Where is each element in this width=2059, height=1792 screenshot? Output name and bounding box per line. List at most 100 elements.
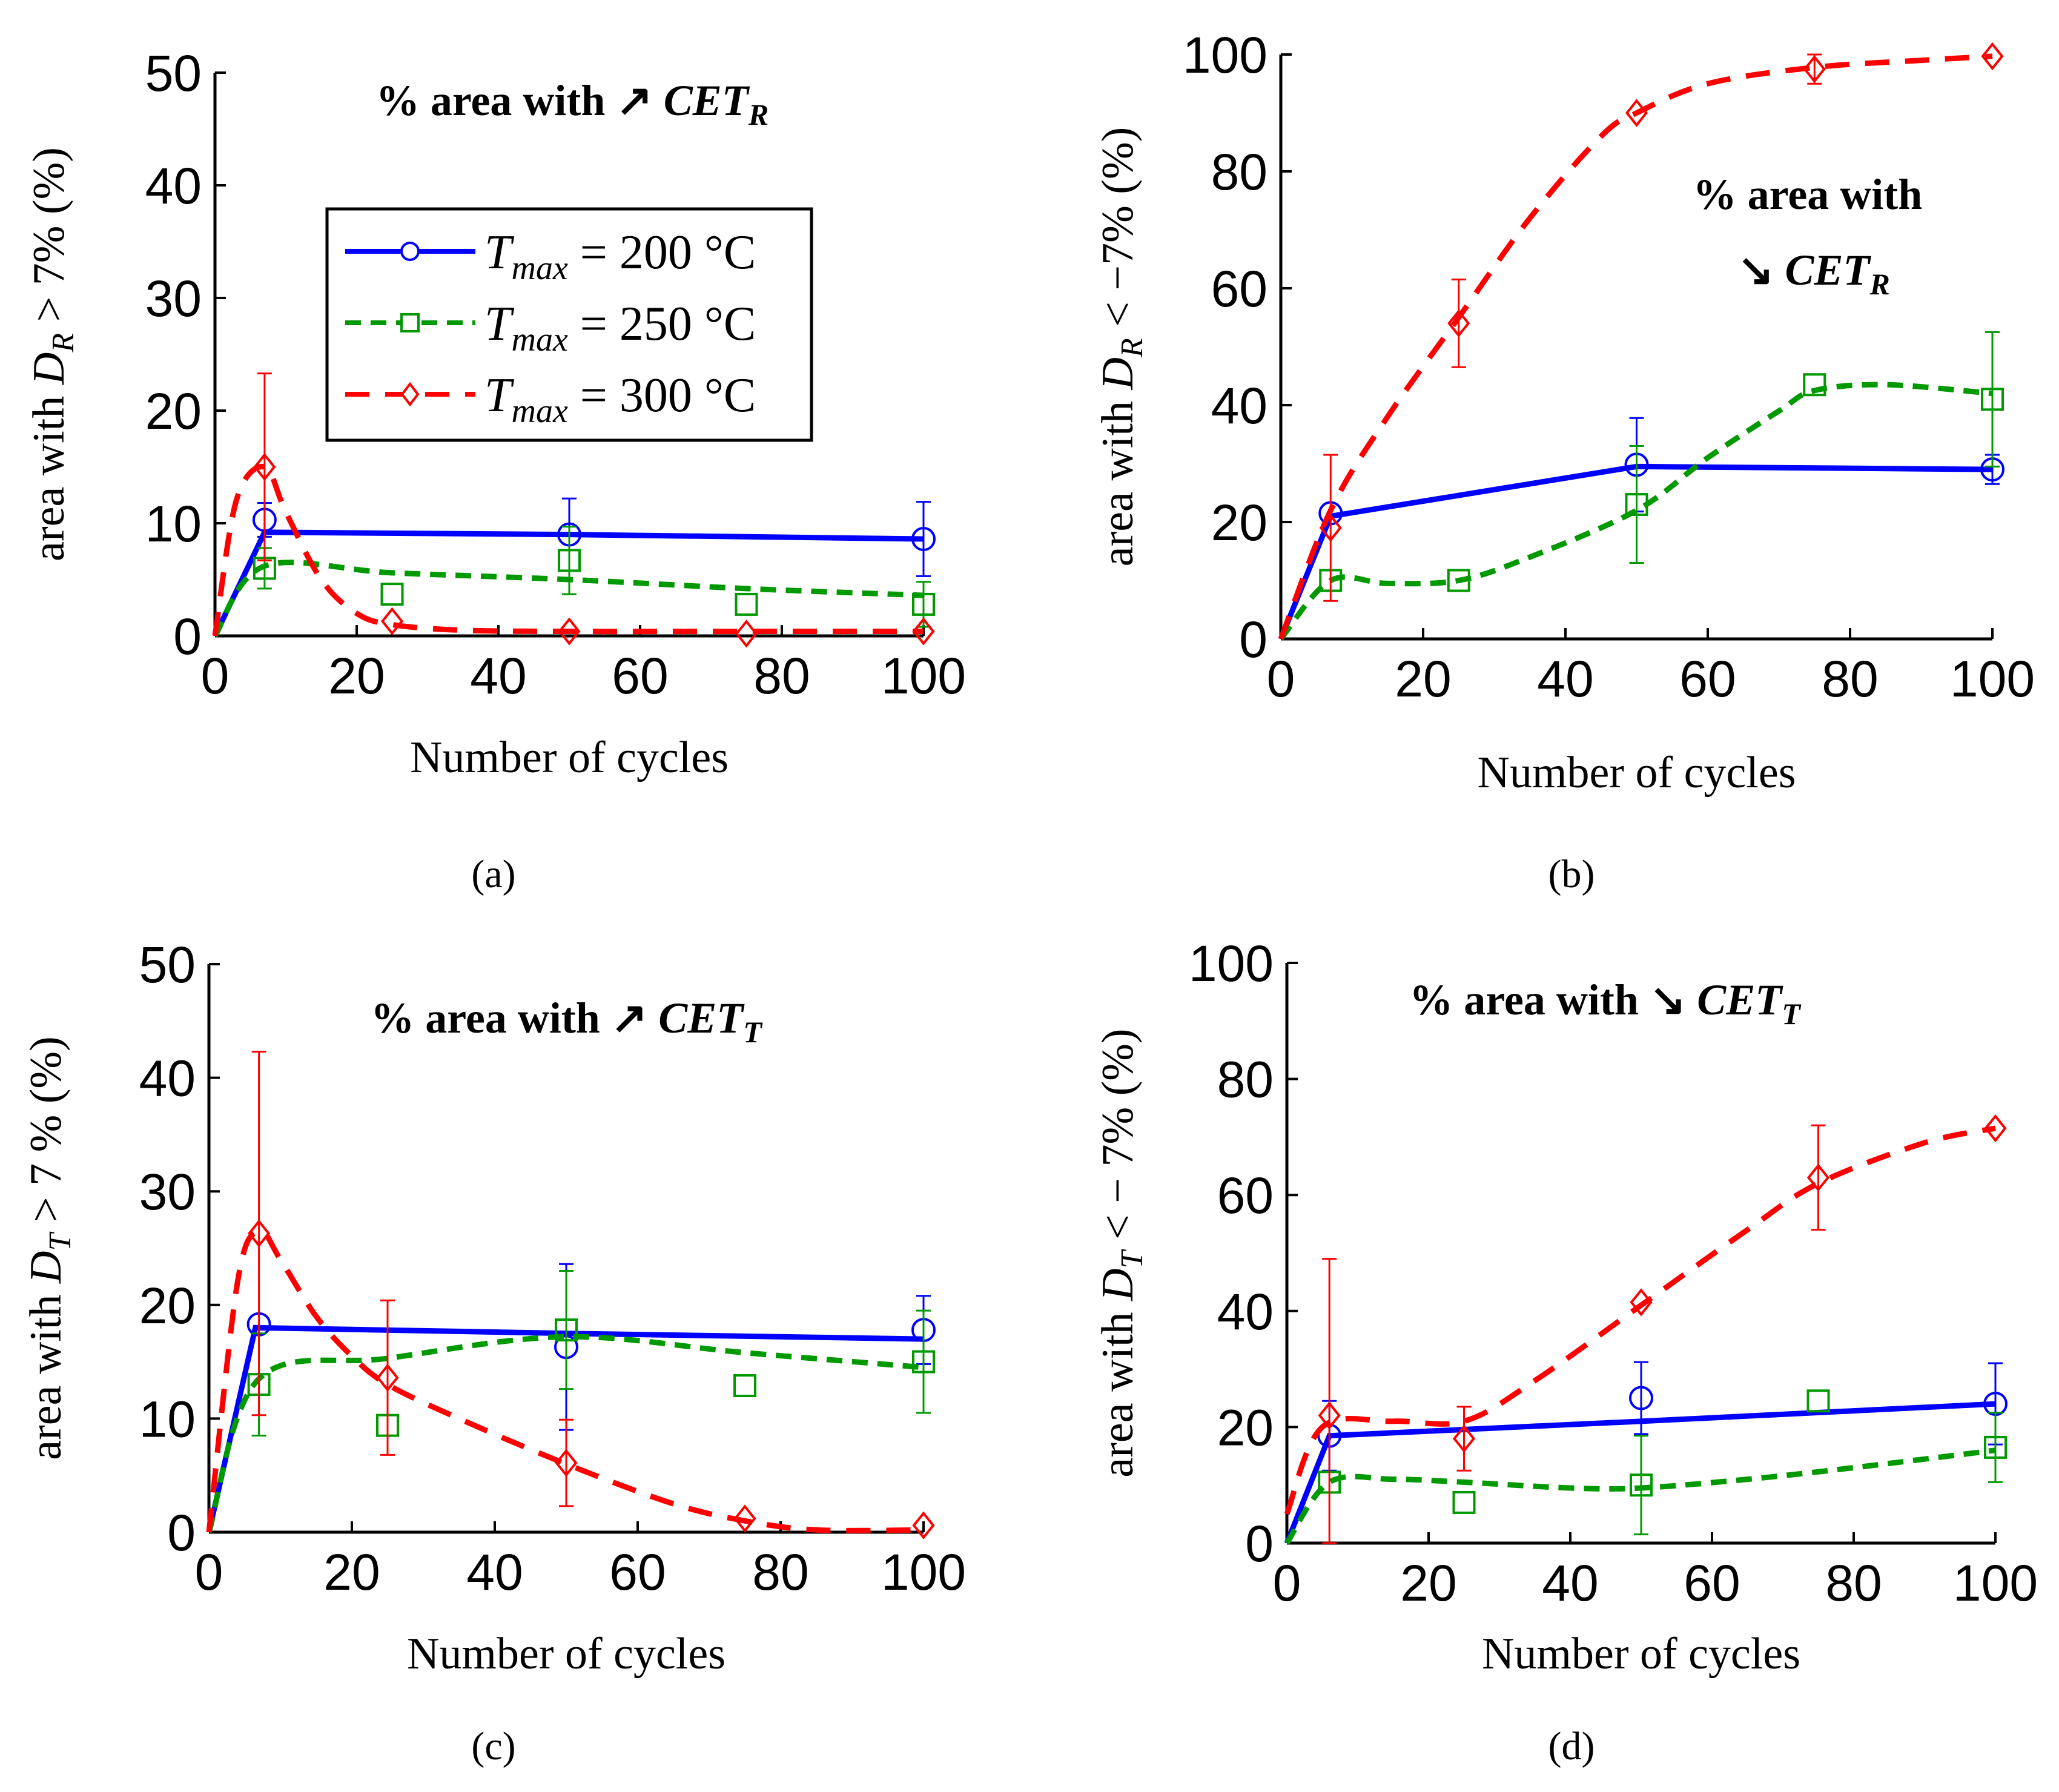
x-tick-label: 60 (609, 1544, 666, 1601)
data-point (735, 592, 758, 616)
data-point (1803, 55, 1826, 84)
panel-title-line2: ↘ CETR (1737, 246, 1890, 301)
y-tick-label: 10 (139, 1390, 196, 1447)
y-tick-label: 40 (1217, 1283, 1274, 1340)
y-tick-label: 0 (173, 608, 202, 665)
x-tick-label: 0 (195, 1544, 223, 1601)
series-line (1284, 1401, 1996, 1544)
legend-label: Tmax = 300 °C (484, 369, 756, 430)
series-2 (1284, 1389, 2007, 1545)
x-tick-label: 100 (881, 1544, 966, 1601)
x-tick-label: 100 (1950, 650, 2035, 707)
data-point (1319, 514, 1342, 542)
x-tick-label: 20 (323, 1544, 380, 1601)
panel-label: (d) (1548, 1724, 1595, 1768)
panel-c: 0 20 40 60 80 100 0 10 20 30 40 50 Number of cycles a… (21, 936, 966, 1768)
series-3 (206, 1050, 935, 1539)
x-tick-label: 80 (1825, 1555, 1882, 1612)
legend-entry-2: Tmax = 250 °C (345, 297, 756, 359)
x-tick-label: 0 (1267, 650, 1295, 707)
data-point (1981, 388, 2004, 411)
legend-entry-1: Tmax = 200 °C (345, 226, 756, 287)
x-axis-label: Number of cycles (1482, 1629, 1800, 1679)
data-point (1625, 493, 1648, 517)
series-line (1284, 1125, 1996, 1515)
data-point (380, 583, 404, 606)
y-tick-label: 20 (145, 383, 202, 440)
y-tick-label: 0 (167, 1504, 196, 1561)
x-axis-label: Number of cycles (1477, 748, 1796, 798)
data-point (733, 1374, 756, 1397)
y-tick-label: 40 (139, 1050, 196, 1107)
data-point (1981, 42, 2004, 71)
panel-b: 0 20 40 60 80 100 0 20 40 60 80 100 Number of cycles… (1093, 27, 2035, 896)
y-tick-label: 0 (1239, 611, 1267, 668)
legend-marker (400, 382, 420, 407)
data-point (1625, 99, 1648, 127)
series-3 (1284, 1114, 2007, 1544)
y-tick-label: 100 (1189, 935, 1274, 992)
panel-a: 0 20 40 60 80 100 0 10 20 30 40 50 Number of cycles a… (24, 45, 966, 896)
y-tick-label: 20 (1217, 1399, 1274, 1456)
y-tick-label: 20 (1211, 494, 1267, 551)
series-3 (1278, 42, 2004, 640)
data-point (1806, 1163, 1830, 1192)
data-point (253, 452, 276, 481)
data-point (1984, 1435, 2007, 1459)
panel-title: % area with ↗ CETR (376, 76, 768, 131)
legend-marker (400, 313, 420, 332)
x-tick-label: 80 (752, 1544, 808, 1601)
panel-d: 0 20 40 60 80 100 0 20 40 60 80 100 Number of cycles… (1093, 935, 2038, 1768)
series-line (1284, 1447, 1996, 1545)
series-line (1278, 53, 1993, 640)
data-point (1447, 309, 1470, 338)
series-line (212, 464, 924, 636)
y-axis-label: area with DT < − 7% (%) (1093, 1028, 1149, 1477)
legend-entry-3: Tmax = 300 °C (345, 369, 756, 430)
data-point (555, 1449, 578, 1477)
panel-title: % area with (1693, 170, 1923, 219)
panel-title: % area with ↗ CETT (371, 994, 763, 1049)
data-point (380, 607, 404, 636)
y-tick-label: 60 (1217, 1167, 1274, 1224)
x-tick-label: 60 (612, 647, 668, 704)
y-tick-label: 60 (1211, 260, 1267, 317)
panel-title: % area with ↘ CETT (1409, 976, 1802, 1031)
panel-label: (c) (471, 1724, 515, 1768)
data-point (912, 1350, 935, 1374)
y-tick-label: 80 (1217, 1051, 1274, 1108)
x-tick-label: 20 (1395, 650, 1451, 707)
x-tick-label: 40 (470, 647, 526, 704)
x-tick-label: 100 (881, 647, 966, 704)
data-point (1630, 1288, 1653, 1317)
x-tick-label: 80 (1822, 650, 1878, 707)
series-line (206, 1228, 924, 1533)
y-axis-label: area with DR < −7% (%) (1093, 127, 1149, 567)
legend: Tmax = 200 °C Tmax = 250 °C Tmax = 300 °C (325, 207, 813, 442)
x-tick-label: 20 (328, 647, 385, 704)
series-3 (212, 372, 935, 648)
data-point (1447, 569, 1470, 592)
x-tick-label: 40 (466, 1544, 523, 1601)
data-point (912, 1511, 935, 1539)
data-point (911, 527, 936, 552)
x-axis-label: Number of cycles (410, 733, 729, 782)
data-point (1318, 1401, 1341, 1430)
y-tick-label: 0 (1245, 1515, 1274, 1572)
series-line (1278, 382, 1993, 641)
data-point (1984, 1114, 2007, 1143)
data-point (735, 620, 758, 648)
y-tick-label: 40 (145, 157, 202, 214)
data-point (1803, 373, 1826, 397)
x-tick-label: 40 (1537, 650, 1593, 707)
x-tick-label: 60 (1684, 1555, 1740, 1612)
y-tick-label: 10 (145, 495, 202, 552)
x-tick-label: 20 (1400, 1555, 1456, 1612)
y-tick-label: 50 (145, 45, 202, 102)
x-tick-label: 0 (201, 647, 230, 704)
data-point (376, 1363, 399, 1392)
legend-marker (400, 242, 420, 261)
legend-label: Tmax = 250 °C (484, 297, 756, 359)
